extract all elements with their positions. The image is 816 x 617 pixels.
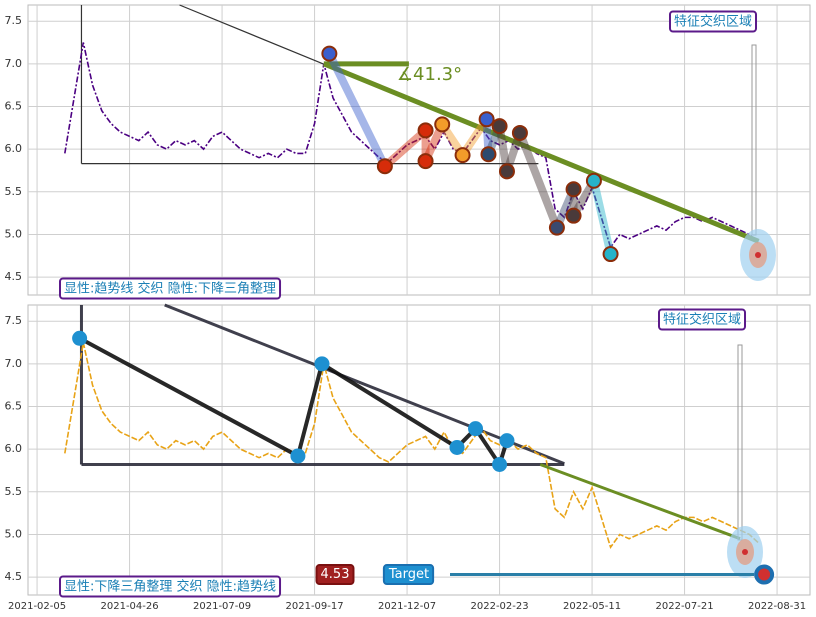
label-text: 特征交织区域 [663, 312, 741, 328]
pattern-point [454, 147, 471, 164]
label-text: Target [388, 567, 429, 582]
pattern-segment [319, 361, 460, 450]
label-text: 4.53 [321, 567, 350, 582]
pattern-point [417, 153, 434, 170]
y-tick-label: 5.0 [5, 527, 23, 540]
pattern-point [511, 124, 528, 141]
x-tick-label: 2022-05-11 [563, 601, 621, 612]
pattern-segment [77, 336, 300, 458]
pattern-point [72, 330, 88, 346]
x-tick-label: 2021-09-17 [286, 601, 344, 612]
y-tick-label: 7.5 [5, 14, 23, 27]
trendline [322, 61, 760, 244]
pattern-point [492, 457, 508, 472]
label-text: 显性:下降三角整理 交织 隐性:趋势线 [64, 579, 276, 595]
pattern-segment [325, 49, 389, 171]
pattern-point [321, 45, 338, 62]
y-tick-label: 6.5 [5, 100, 23, 113]
pattern-point [585, 172, 602, 189]
pattern-point [602, 246, 619, 263]
y-tick-label: 4.5 [5, 270, 23, 283]
plot-frame [27, 4, 811, 296]
pattern-point [565, 181, 582, 198]
pattern-point [491, 118, 508, 135]
y-tick-label: 6.5 [5, 400, 23, 413]
label-box [668, 10, 758, 33]
trendline [539, 463, 741, 541]
x-tick-label: 2021-04-26 [101, 601, 159, 612]
label-text: 显性:趋势线 交织 隐性:下降三角整理 [64, 281, 276, 297]
pattern-segment [589, 176, 615, 259]
pattern-point [499, 433, 515, 449]
label-text: 特征交织区域 [674, 14, 752, 30]
triangle-top [164, 303, 565, 466]
pattern-point [478, 111, 495, 128]
y-tick-label: 7.5 [5, 314, 23, 327]
pattern-point [468, 421, 484, 437]
label-box [59, 277, 282, 300]
y-tick-label: 5.0 [5, 227, 23, 240]
pattern-point [434, 116, 451, 133]
pattern-point [565, 207, 582, 224]
pattern-segment [515, 128, 561, 232]
focus-dot [742, 549, 748, 555]
label-box [315, 564, 355, 586]
target-point [754, 564, 775, 585]
y-tick-label: 6.0 [5, 142, 23, 155]
y-tick-label: 6.0 [5, 442, 23, 455]
angle-label: ∡41.3° [397, 64, 462, 85]
x-tick-label: 2021-12-07 [378, 601, 436, 612]
price-line [64, 342, 760, 550]
x-tick-label: 2021-07-09 [193, 601, 251, 612]
pattern-segment [295, 361, 324, 458]
x-tick-label: 2022-02-23 [471, 601, 529, 612]
y-tick-label: 7.0 [5, 357, 23, 370]
label-box [657, 308, 747, 331]
y-tick-label: 5.5 [5, 185, 23, 198]
pattern-point [480, 146, 497, 163]
plot-frame [27, 304, 811, 596]
pattern-point [290, 448, 306, 464]
label-box [59, 575, 282, 598]
focus-dot [755, 252, 761, 258]
y-tick-label: 7.0 [5, 57, 23, 70]
pattern-point [314, 356, 330, 372]
x-tick-label: 2022-07-21 [656, 601, 714, 612]
x-tick-label: 2021-02-05 [8, 601, 66, 612]
pattern-point [498, 163, 515, 180]
x-tick-label: 2022-08-31 [748, 601, 806, 612]
label-box [382, 564, 435, 586]
y-tick-label: 4.5 [5, 570, 23, 583]
y-tick-label: 5.5 [5, 485, 23, 498]
price-line [64, 42, 760, 250]
pattern-point [548, 219, 565, 236]
pattern-segment [380, 126, 430, 171]
pattern-point [417, 122, 434, 139]
pattern-point [376, 158, 393, 175]
pattern-point [449, 439, 465, 455]
